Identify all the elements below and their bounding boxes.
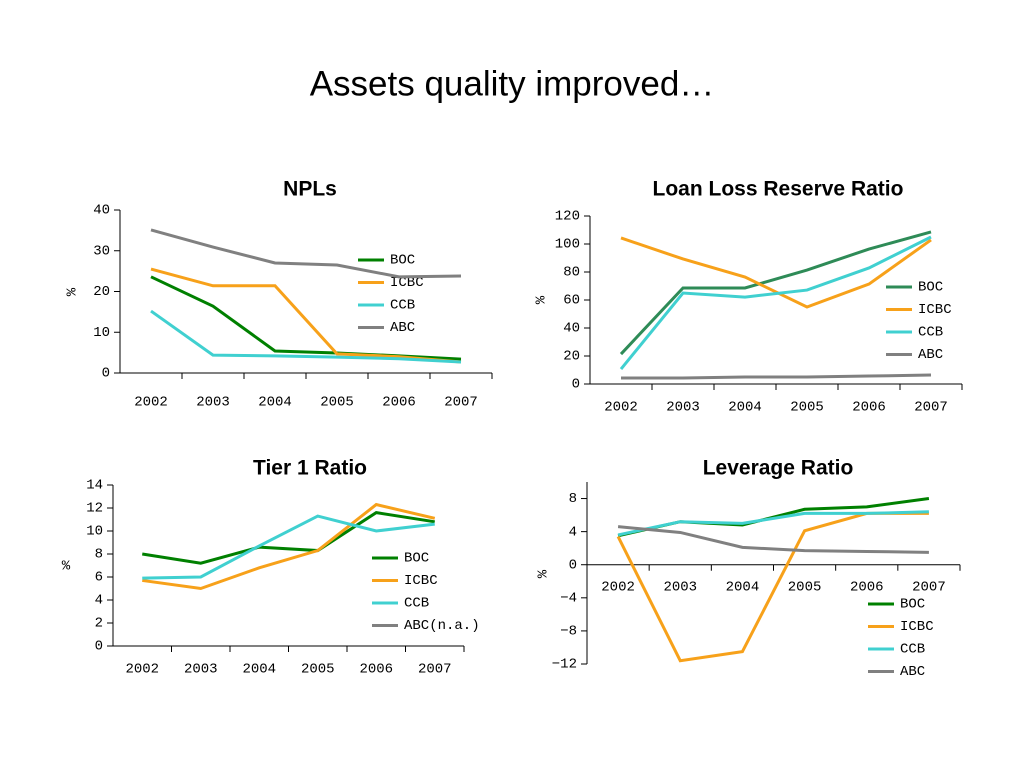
legend-label: ABC(n.a.) [404,618,480,634]
x-tick-label: 2004 [728,400,762,416]
y-tick-label: 120 [555,209,580,225]
y-tick-label: 30 [93,243,110,259]
y-tick-label: 12 [86,501,103,517]
y-tick-label: 14 [86,478,103,494]
x-tick-label: 2007 [418,662,452,678]
x-tick-label: 2004 [242,662,276,678]
y-tick-label: 2 [95,616,103,632]
y-axis-label: % [62,559,71,575]
x-tick-label: 2006 [850,580,884,596]
y-tick-label: 0 [572,377,580,393]
y-tick-label: 4 [95,593,103,609]
x-tick-label: 2003 [666,400,700,416]
chart-title: Tier 1 Ratio [253,457,367,480]
chart-title: Loan Loss Reserve Ratio [653,178,904,201]
chart-title: NPLs [283,178,337,201]
legend-label: BOC [404,551,429,567]
y-tick-label: −8 [560,624,577,640]
y-tick-label: 8 [95,547,103,563]
x-tick-label: 2002 [601,580,635,596]
legend-label: CCB [900,642,925,658]
y-tick-label: −12 [552,657,577,673]
legend-label: ABC [900,664,925,680]
legend-label: ABC [918,347,943,363]
x-tick-label: 2002 [604,400,638,416]
y-tick-label: 80 [563,265,580,281]
y-tick-label: 60 [563,293,580,309]
y-tick-label: 40 [563,321,580,337]
y-tick-label: 0 [95,639,103,655]
y-tick-label: 10 [86,524,103,540]
y-axis-label: % [65,287,81,296]
slide-title: Assets quality improved… [310,64,715,103]
y-tick-label: 100 [555,237,580,253]
x-tick-label: 2007 [914,400,948,416]
y-tick-label: −4 [560,591,577,607]
x-tick-label: 2003 [184,662,218,678]
y-tick-label: 0 [102,366,110,382]
legend-label: ICBC [390,275,424,291]
chart-title: Leverage Ratio [703,457,854,480]
series-line [150,228,462,279]
series-line [619,235,932,370]
x-tick-label: 2007 [912,580,946,596]
series-line [150,267,462,364]
series-line [621,373,932,380]
series-line [617,510,929,537]
legend-label: BOC [390,253,415,269]
series-line [620,236,932,309]
x-tick-label: 2006 [382,395,416,411]
legend-label: CCB [918,325,943,341]
y-tick-label: 40 [93,203,110,219]
y-tick-label: 10 [93,325,110,341]
y-tick-label: 20 [563,349,580,365]
series-line [142,514,435,580]
y-tick-label: 8 [569,491,577,507]
x-tick-label: 2004 [258,395,292,411]
x-tick-label: 2007 [444,395,478,411]
y-tick-label: 6 [95,570,103,586]
x-tick-label: 2004 [726,580,760,596]
series-line [150,309,462,364]
legend-label: CCB [404,596,429,612]
series-line [617,525,929,554]
x-tick-label: 2002 [134,395,168,411]
y-axis-label: % [536,569,552,578]
legend-label: ICBC [900,619,934,635]
x-tick-label: 2005 [301,662,335,678]
y-tick-label: 4 [569,524,577,540]
y-tick-label: 20 [93,284,110,300]
legend-label: ABC [390,320,415,336]
series-line [619,230,932,356]
series-line [142,502,436,591]
x-tick-label: 2005 [790,400,824,416]
x-tick-label: 2003 [196,395,230,411]
legend-label: BOC [900,597,925,613]
legend-label: BOC [918,280,943,296]
x-tick-label: 2005 [788,580,822,596]
x-tick-label: 2003 [663,580,697,596]
y-axis-label: % [534,295,550,304]
legend-label: ICBC [404,573,438,589]
y-tick-label: 0 [569,557,577,573]
x-tick-label: 2006 [852,400,886,416]
series-line [142,511,435,565]
x-tick-label: 2006 [359,662,393,678]
x-tick-label: 2002 [125,662,159,678]
legend-label: ICBC [918,302,952,318]
x-tick-label: 2005 [320,395,354,411]
legend-label: CCB [390,298,415,314]
